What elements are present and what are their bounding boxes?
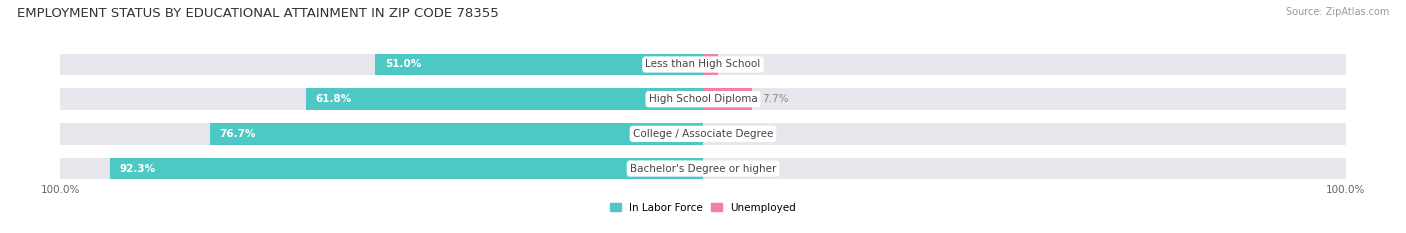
Text: 76.7%: 76.7% [219,129,256,139]
Bar [60,123,1346,145]
Text: 0.0%: 0.0% [713,129,740,139]
Bar [209,123,703,145]
Text: 2.3%: 2.3% [727,59,754,69]
Bar [60,54,1346,75]
Bar [305,88,703,110]
Text: Source: ZipAtlas.com: Source: ZipAtlas.com [1285,7,1389,17]
Text: Bachelor's Degree or higher: Bachelor's Degree or higher [630,164,776,174]
Text: High School Diploma: High School Diploma [648,94,758,104]
Text: College / Associate Degree: College / Associate Degree [633,129,773,139]
Text: 7.7%: 7.7% [762,94,789,104]
Bar [60,158,1346,179]
Text: EMPLOYMENT STATUS BY EDUCATIONAL ATTAINMENT IN ZIP CODE 78355: EMPLOYMENT STATUS BY EDUCATIONAL ATTAINM… [17,7,499,20]
Text: 92.3%: 92.3% [120,164,156,174]
Legend: In Labor Force, Unemployed: In Labor Force, Unemployed [610,203,796,213]
Bar [375,54,703,75]
Bar [110,158,703,179]
Bar [60,88,1346,110]
Text: 0.0%: 0.0% [713,164,740,174]
Text: Less than High School: Less than High School [645,59,761,69]
Text: 61.8%: 61.8% [315,94,352,104]
Bar [703,88,752,110]
Text: 51.0%: 51.0% [385,59,420,69]
Bar [703,54,718,75]
Text: 100.0%: 100.0% [41,185,80,195]
Text: 100.0%: 100.0% [1326,185,1365,195]
